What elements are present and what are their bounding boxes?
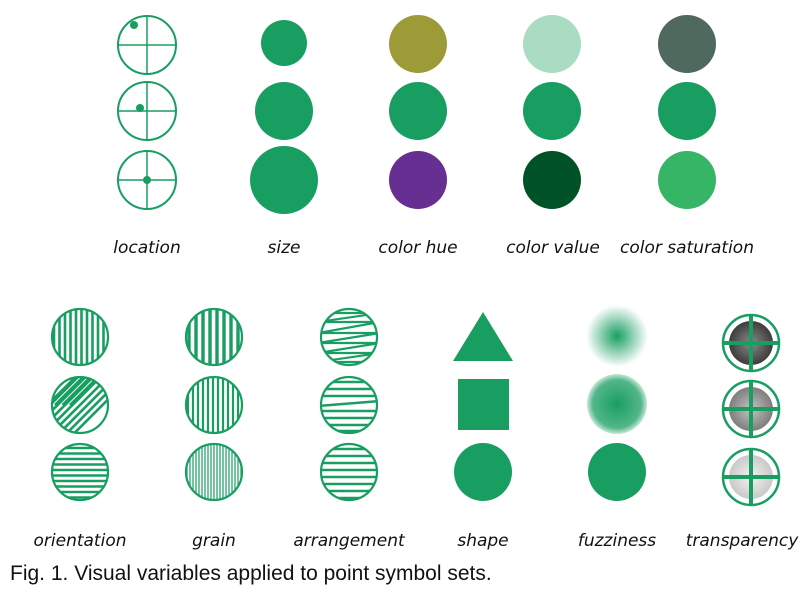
location-symbol-1 (117, 15, 177, 75)
hue-symbol-green (389, 82, 447, 140)
label-fuzziness: fuzziness (577, 531, 657, 551)
value-symbol-medium (523, 82, 581, 140)
fuzziness-symbols (586, 305, 648, 501)
transparency-symbol-clear (721, 447, 781, 507)
shape-symbols (453, 312, 513, 501)
hue-symbol-purple (389, 151, 447, 209)
transparency-symbol-medium (721, 379, 781, 439)
location-symbol-2 (117, 81, 177, 141)
label-color-hue: color hue (378, 238, 458, 258)
color-value-symbols (523, 15, 581, 209)
shape-symbol-circle (454, 443, 512, 501)
orientation-symbol-diagonal (50, 375, 110, 435)
size-symbols (250, 20, 318, 214)
grain-symbol-fine (184, 442, 244, 502)
label-size: size (267, 238, 301, 258)
grain-symbol-medium (184, 375, 244, 435)
shape-symbol-square (458, 379, 509, 430)
saturation-symbol-dull (658, 15, 716, 73)
label-orientation: orientation (33, 531, 127, 551)
arrangement-symbol-zigzag (319, 307, 379, 367)
location-symbols (117, 15, 177, 210)
size-symbol-small (261, 20, 307, 66)
label-color-saturation: color saturation (620, 238, 754, 258)
orientation-symbol-horizontal (50, 442, 110, 502)
grain-symbol-coarse (184, 307, 244, 367)
arrangement-symbol-even (319, 442, 379, 502)
label-shape: shape (457, 531, 509, 551)
location-symbol-3 (117, 150, 177, 210)
fuzziness-symbol-sharp (588, 443, 646, 501)
arrangement-symbol-slanted (319, 375, 379, 435)
fuzziness-symbol-soft (587, 374, 647, 434)
saturation-symbol-medium (658, 82, 716, 140)
size-symbol-medium (255, 82, 313, 140)
shape-symbol-triangle (453, 312, 513, 361)
label-arrangement: arrangement (293, 531, 405, 551)
value-symbol-dark (523, 151, 581, 209)
grain-symbols (184, 307, 244, 502)
orientation-symbol-vertical (50, 307, 110, 367)
orientation-symbols (50, 307, 110, 502)
transparency-symbol-opaque (721, 313, 781, 373)
color-saturation-symbols (658, 15, 716, 209)
color-hue-symbols (389, 15, 447, 209)
label-color-value: color value (506, 238, 600, 258)
hue-symbol-olive (389, 15, 447, 73)
saturation-symbol-bright (658, 151, 716, 209)
label-location: location (113, 238, 181, 258)
label-transparency: transparency (685, 531, 799, 551)
fuzziness-symbol-blurry (586, 305, 648, 367)
value-symbol-light (523, 15, 581, 73)
label-grain: grain (192, 531, 236, 551)
transparency-symbols (721, 313, 781, 507)
size-symbol-large (250, 146, 318, 214)
arrangement-symbols (319, 307, 379, 502)
figure-caption: Fig. 1. Visual variables applied to poin… (10, 562, 492, 585)
